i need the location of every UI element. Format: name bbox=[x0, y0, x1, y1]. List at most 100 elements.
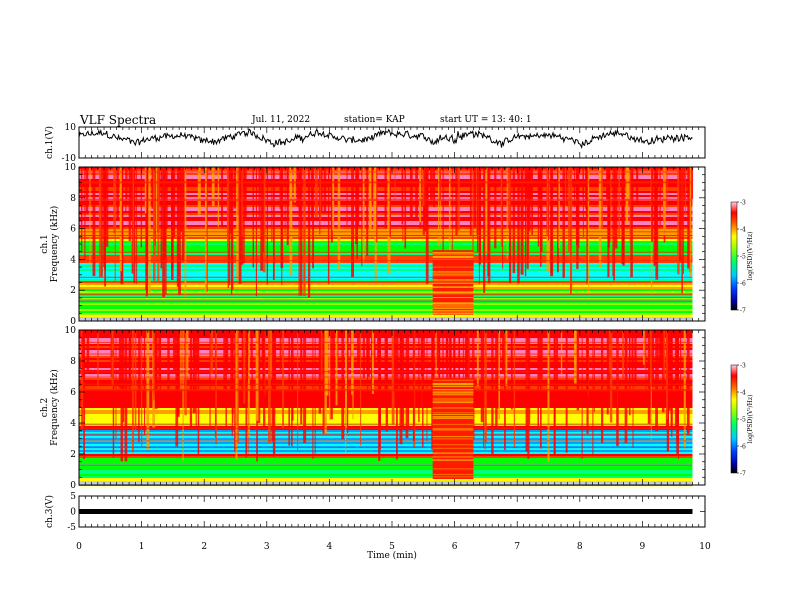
disturbance-line bbox=[432, 383, 474, 385]
disturbance-line bbox=[432, 310, 474, 312]
noise-streak bbox=[557, 167, 559, 273]
noise-streak bbox=[112, 330, 115, 458]
noise-streak bbox=[355, 167, 359, 245]
noise-streak bbox=[215, 330, 217, 445]
chart-title: VLF Spectra bbox=[80, 113, 157, 127]
disturbance-line bbox=[432, 293, 474, 295]
noise-streak bbox=[423, 330, 425, 374]
noise-streak bbox=[650, 330, 652, 385]
y-axis-label: ch.1(V) bbox=[44, 126, 55, 159]
x-tick-label: 4 bbox=[327, 542, 333, 552]
noise-streak bbox=[81, 167, 83, 252]
noise-streak bbox=[494, 167, 497, 249]
spectral-line bbox=[79, 198, 693, 200]
spectrogram-row bbox=[79, 474, 693, 477]
noise-streak bbox=[131, 167, 134, 274]
noise-streak bbox=[448, 330, 451, 423]
spectral-line bbox=[79, 341, 693, 343]
spectrogram-row bbox=[79, 442, 693, 445]
noise-streak bbox=[320, 330, 323, 381]
noise-streak bbox=[346, 330, 349, 434]
noise-streak bbox=[491, 330, 494, 455]
y-tick-label: 0 bbox=[70, 317, 76, 327]
y-tick-label: 6 bbox=[70, 225, 76, 235]
noise-streak bbox=[628, 330, 631, 416]
colorbar-tick-label: -7 bbox=[740, 471, 746, 478]
noise-streak bbox=[668, 330, 671, 411]
spectrogram-row bbox=[79, 233, 693, 236]
noise-streak bbox=[205, 167, 208, 292]
spectral-line bbox=[79, 199, 693, 201]
disturbance-line bbox=[432, 412, 474, 414]
noise-streak bbox=[323, 330, 327, 435]
x-tick-label: 3 bbox=[264, 542, 270, 552]
noise-streak bbox=[225, 330, 227, 431]
disturbance-line bbox=[432, 468, 474, 470]
noise-streak bbox=[586, 167, 589, 283]
noise-streak bbox=[233, 167, 236, 209]
noise-streak bbox=[211, 167, 215, 207]
noise-streak bbox=[418, 330, 420, 423]
noise-streak bbox=[311, 167, 313, 221]
spectrogram-row bbox=[79, 466, 693, 469]
noise-streak bbox=[189, 330, 193, 430]
noise-streak bbox=[651, 330, 655, 388]
noise-streak bbox=[291, 330, 293, 447]
noise-streak bbox=[426, 330, 428, 442]
spectral-line bbox=[79, 294, 693, 296]
noise-streak bbox=[419, 167, 422, 223]
noise-streak bbox=[661, 330, 663, 365]
noise-streak bbox=[624, 330, 628, 443]
spectrogram-row bbox=[79, 305, 693, 308]
disturbance-line bbox=[432, 266, 474, 268]
noise-streak bbox=[658, 330, 661, 363]
spectrogram-row bbox=[79, 454, 693, 457]
noise-streak bbox=[104, 167, 106, 270]
y-tick-label: 2 bbox=[70, 286, 76, 296]
noise-streak bbox=[281, 167, 283, 285]
spectrogram-row bbox=[79, 460, 693, 463]
noise-streak bbox=[260, 167, 264, 271]
noise-streak bbox=[152, 330, 155, 401]
disturbance-line bbox=[432, 279, 474, 281]
noise-streak bbox=[500, 167, 503, 247]
disturbance-line bbox=[432, 444, 474, 446]
disturbance-line bbox=[432, 400, 474, 402]
noise-streak bbox=[575, 167, 579, 246]
noise-streak bbox=[171, 167, 174, 269]
noise-streak bbox=[632, 330, 634, 448]
noise-streak bbox=[432, 167, 436, 208]
noise-streak bbox=[498, 330, 501, 420]
colorbar-tick-label: -5 bbox=[740, 254, 746, 261]
y-tick-label: 0 bbox=[70, 508, 76, 518]
spectrogram-row bbox=[79, 450, 693, 453]
spectral-line bbox=[79, 427, 693, 429]
spectrogram-row bbox=[79, 241, 693, 244]
noise-streak bbox=[243, 330, 246, 404]
noise-streak bbox=[120, 167, 124, 285]
noise-streak bbox=[560, 330, 563, 374]
noise-streak bbox=[241, 330, 244, 406]
noise-streak bbox=[146, 167, 149, 266]
noise-streak bbox=[425, 167, 429, 284]
noise-streak bbox=[321, 167, 323, 214]
noise-streak bbox=[389, 167, 391, 238]
noise-streak bbox=[266, 167, 269, 285]
noise-streak bbox=[247, 330, 249, 454]
spectral-line bbox=[79, 296, 693, 298]
y-tick-label: 8 bbox=[70, 357, 76, 367]
noise-streak bbox=[531, 167, 534, 235]
noise-streak bbox=[83, 330, 86, 460]
disturbance-line bbox=[432, 473, 474, 475]
noise-streak bbox=[513, 330, 516, 448]
noise-streak bbox=[351, 167, 355, 278]
noise-streak bbox=[124, 330, 128, 462]
spectrogram-row bbox=[79, 444, 693, 447]
noise-streak bbox=[684, 167, 686, 214]
noise-streak bbox=[291, 330, 294, 421]
disturbance-line bbox=[432, 402, 474, 404]
panel-ch1-waveform: 10 -10 ch.1(V) bbox=[44, 123, 706, 164]
noise-streak bbox=[235, 330, 238, 459]
colorbar: -3 -4 -5 -6 -7 log(PSD)(V²/Hz) bbox=[730, 200, 754, 315]
spectrogram-row bbox=[79, 269, 693, 272]
